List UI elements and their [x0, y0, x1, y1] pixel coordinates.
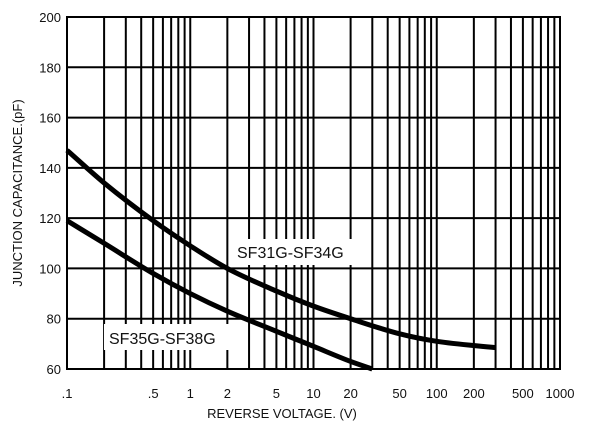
series-label-b-box: SF35G-SF38G [104, 324, 240, 350]
x-tick-label: 50 [392, 386, 406, 401]
y-tick-label: 180 [39, 60, 61, 75]
x-tick-label: 1000 [546, 386, 575, 401]
y-tick-labels: 60 80 100 120 140 160 180 200 [39, 10, 61, 377]
x-tick-label: 200 [463, 386, 485, 401]
x-tick-label: 20 [343, 386, 357, 401]
y-tick-label: 80 [47, 312, 61, 327]
x-tick-label: .1 [62, 386, 73, 401]
x-tick-label: 1 [187, 386, 194, 401]
x-tick-label: 100 [426, 386, 448, 401]
y-axis-title: JUNCTION CAPACITANCE.(pF) [10, 99, 25, 286]
x-tick-label: 500 [512, 386, 534, 401]
x-tick-label: 5 [273, 386, 280, 401]
y-tick-label: 120 [39, 211, 61, 226]
series-line-a [65, 148, 496, 351]
x-tick-label: 2 [224, 386, 231, 401]
y-tick-label: 100 [39, 261, 61, 276]
grid [66, 16, 560, 370]
series-label-b: SF35G-SF38G [109, 331, 216, 348]
series-label-a-box: SF31G-SF34G [232, 239, 362, 265]
y-tick-label: 160 [39, 111, 61, 126]
plot-frame [66, 16, 561, 370]
y-tick-label: 140 [39, 161, 61, 176]
x-tick-labels: .1 .5 1 2 5 10 20 50 100 200 500 1000 [62, 386, 575, 401]
y-tick-label: 200 [39, 10, 61, 25]
y-tick-label: 60 [47, 362, 61, 377]
series-label-a: SF31G-SF34G [237, 245, 344, 262]
series-line-b [65, 218, 374, 372]
series-lines [65, 148, 496, 372]
x-tick-label: 10 [306, 386, 320, 401]
x-tick-label: .5 [148, 386, 159, 401]
x-axis-title: REVERSE VOLTAGE. (V) [207, 406, 357, 421]
